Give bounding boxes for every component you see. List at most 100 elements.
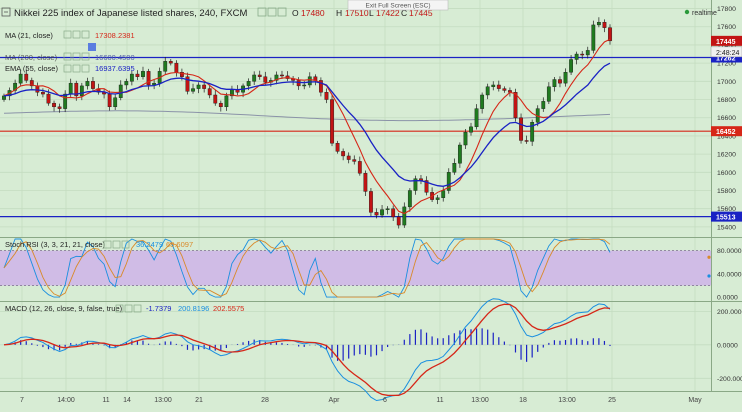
candle-body [324, 92, 329, 100]
candle-body [524, 140, 529, 142]
macd-line-value: 200.8196 [178, 304, 209, 313]
ohlc-l-label: L [369, 8, 374, 18]
realtime-label: realtime [692, 10, 717, 17]
ohlc-o-value: 17480 [301, 8, 325, 18]
ma21-value: 17308.2381 [95, 31, 135, 40]
x-tick-label: 13:00 [558, 397, 576, 404]
candle-body [224, 95, 229, 108]
x-tick-label: 21 [195, 397, 203, 404]
y-tick-label: 17200 [717, 61, 736, 68]
candle-body [252, 74, 257, 82]
candle-body [57, 106, 62, 109]
collapse-icon[interactable] [1, 7, 11, 17]
candle-body [2, 95, 6, 100]
candle-body [513, 92, 518, 118]
candle-body [402, 206, 407, 226]
x-tick-label: 11 [102, 397, 109, 404]
x-tick-label: 14 [123, 397, 131, 404]
candle-body [296, 80, 301, 87]
y-tick-label: 15800 [717, 188, 736, 195]
candle-body [502, 88, 507, 91]
macd-close-icon[interactable] [133, 304, 142, 313]
stoch-rsi-d-line [3, 238, 611, 298]
macd-tick-label: 0.0000 [717, 342, 738, 349]
x-tick-label: 11 [436, 397, 443, 404]
price-tags: 17262 16452 15513 17445 2:48:24 [707, 35, 742, 278]
ma-toggle-icon[interactable] [88, 43, 96, 51]
x-tick-label: 28 [261, 397, 269, 404]
macd-tick-label: 200.0000 [717, 309, 742, 316]
ma21-visibility-icon[interactable] [63, 30, 72, 39]
candle-body [18, 73, 23, 84]
candle-body [552, 79, 557, 87]
current-price-text: 17445 [716, 39, 736, 46]
candle-body [491, 84, 496, 87]
h-line-tag-15513 [711, 211, 742, 222]
candle-body [246, 81, 251, 87]
ma21-close-icon[interactable] [81, 30, 90, 39]
candle-body [441, 190, 446, 198]
candle-body [174, 62, 179, 73]
candle-body [29, 80, 34, 87]
h-line-tag-text: 15513 [716, 215, 736, 222]
ma200-visibility-icon[interactable] [63, 52, 72, 61]
candle-body [424, 180, 429, 193]
y-tick-label: 16800 [717, 97, 736, 104]
candle-body [85, 81, 90, 87]
candle-body [280, 74, 284, 77]
y-tick-label: 16000 [717, 170, 736, 177]
stoch-rsi-settings-icon[interactable] [112, 240, 121, 249]
y-tick-label: 15600 [717, 206, 736, 213]
ema55-value: 16937.6395 [95, 64, 135, 73]
ema55-close-icon[interactable] [81, 64, 90, 73]
exit-fullscreen-button[interactable] [347, 0, 449, 11]
candle-body [530, 122, 535, 142]
stoch-rsi-close-icon[interactable] [121, 240, 130, 249]
candle-body [274, 74, 279, 81]
candle-body [79, 85, 84, 97]
x-tick-label: 7 [20, 397, 24, 404]
candle-body [218, 102, 223, 108]
candle-body [263, 76, 268, 83]
y-tick-label: 17800 [717, 6, 736, 13]
visibility-icon[interactable] [257, 7, 267, 17]
candle-body [118, 84, 123, 98]
candle-body [396, 216, 401, 226]
ma21-line [3, 38, 611, 215]
candle-body [107, 93, 112, 108]
candle-body [380, 209, 384, 216]
candle-body [24, 73, 29, 81]
x-tick-label: 25 [608, 397, 616, 404]
axes: 7 14:00 11 14 13:00 21 28 Apr 6 11 13:00 18 13:00 25 M… [20, 6, 742, 404]
settings-icon[interactable] [267, 7, 277, 17]
candle-body [385, 208, 390, 210]
candle-body [496, 84, 501, 89]
stoch-rsi-visibility-icon[interactable] [103, 240, 112, 249]
candle-body [452, 163, 457, 173]
ma200-close-icon[interactable] [81, 52, 90, 61]
macd-visibility-icon[interactable] [115, 304, 124, 313]
candle-body [369, 191, 373, 213]
candle-body [185, 76, 190, 92]
candle-body [202, 84, 207, 89]
candle-body [35, 85, 40, 93]
macd-settings-icon[interactable] [124, 304, 133, 313]
x-tick-label: 14:00 [57, 397, 75, 404]
ma200-settings-icon[interactable] [72, 52, 81, 61]
candle-body [463, 132, 468, 146]
candle-body [129, 73, 134, 82]
macd-label: MACD (12, 26, close, 9, false, true) [5, 304, 123, 313]
candle-body [113, 97, 118, 108]
ema55-visibility-icon[interactable] [63, 64, 72, 73]
candle-body [469, 126, 473, 133]
stoch-rsi-series [3, 238, 611, 298]
candle-body [207, 88, 212, 96]
realtime-dot-icon [684, 9, 690, 15]
ma21-settings-icon[interactable] [72, 30, 81, 39]
stoch-rsi-label: Stoch RSI (3, 3, 21, 21, close) [5, 240, 106, 249]
candle-body [519, 117, 523, 141]
close-icon[interactable] [277, 7, 287, 17]
candle-body [352, 159, 357, 162]
ema55-settings-icon[interactable] [72, 64, 81, 73]
